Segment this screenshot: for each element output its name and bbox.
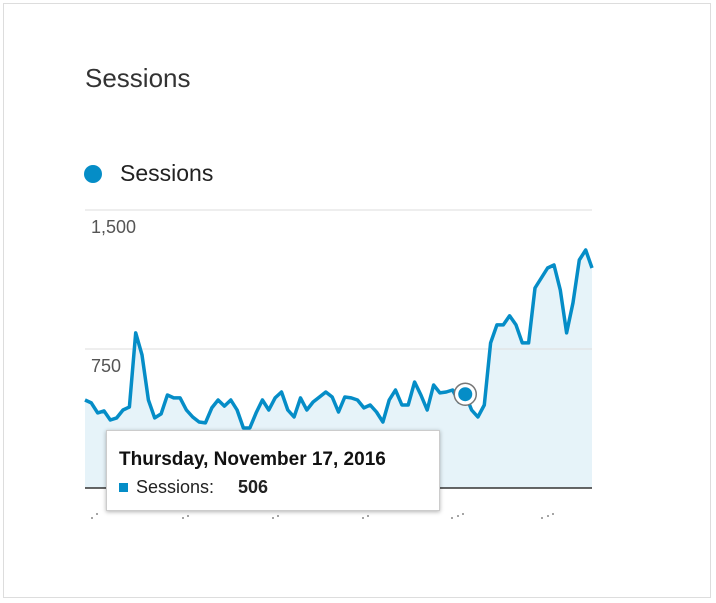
tooltip: Thursday, November 17, 2016 Sessions: 50… [106, 430, 440, 511]
chart-title: Sessions [85, 63, 191, 93]
line [84, 248, 594, 430]
area [85, 250, 592, 488]
tooltip-label: Sessions: [136, 477, 215, 497]
tooltip-marker [119, 483, 128, 492]
tooltip-value: 506 [238, 477, 269, 497]
tooltip-title: Thursday, November 17, 2016 [119, 449, 386, 470]
x-tick-dots [91, 513, 554, 519]
y-tick-label: 750 [91, 356, 121, 376]
legend-marker [84, 165, 102, 183]
card [3, 3, 711, 598]
y-tick-label: 1,500 [91, 217, 136, 237]
highlight-point [458, 387, 473, 402]
legend-label[interactable]: Sessions [120, 160, 213, 186]
